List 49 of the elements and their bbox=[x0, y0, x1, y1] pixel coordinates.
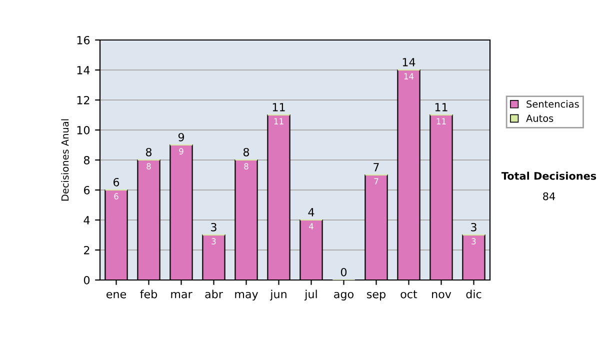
data-label: 7 bbox=[374, 178, 378, 184]
x-tick-label: abr bbox=[205, 290, 223, 298]
data-label: 11 bbox=[274, 118, 284, 124]
total-label: 14 bbox=[402, 58, 416, 66]
x-tick-label: mar bbox=[171, 292, 192, 298]
total-label: 11 bbox=[435, 103, 448, 112]
total-label: 3 bbox=[471, 222, 476, 232]
data-label: 8 bbox=[146, 163, 151, 170]
x-tick-label: jun bbox=[270, 290, 286, 300]
text: Total Decisiones bbox=[501, 172, 596, 180]
total-label: 7 bbox=[374, 163, 379, 172]
legend-label: Autos bbox=[526, 114, 554, 122]
data-label: 9 bbox=[179, 148, 184, 154]
x-tick-label: feb bbox=[140, 290, 158, 298]
y-tick-label: 2 bbox=[84, 246, 90, 254]
text: 84 bbox=[543, 192, 556, 200]
y-tick-label: 8 bbox=[84, 156, 90, 164]
x-tick-label: sep bbox=[367, 292, 386, 300]
total-label: 8 bbox=[243, 148, 250, 156]
x-tick-label: jul bbox=[304, 290, 317, 300]
y-tick-label: 16 bbox=[77, 36, 90, 44]
y-tick-label: 14 bbox=[77, 66, 90, 74]
total-label: 3 bbox=[211, 222, 216, 232]
y-axis-title: Decisiones Anual bbox=[61, 119, 69, 201]
data-label: 14 bbox=[404, 73, 414, 80]
total-label: 9 bbox=[178, 132, 184, 142]
data-label: 8 bbox=[244, 163, 248, 170]
total-label: 8 bbox=[146, 148, 152, 156]
total-label: 6 bbox=[113, 178, 120, 186]
y-tick-label: 6 bbox=[84, 186, 90, 194]
x-tick-label: nov bbox=[432, 292, 452, 298]
legend-label: Sentencias bbox=[526, 100, 579, 108]
x-tick-label: oct bbox=[400, 290, 418, 298]
y-tick-label: 4 bbox=[84, 216, 90, 224]
data-label: 3 bbox=[472, 238, 476, 244]
data-label: 3 bbox=[212, 238, 216, 244]
y-tick-label: 10 bbox=[77, 126, 90, 134]
total-label: 11 bbox=[272, 103, 285, 112]
y-tick-label: 0 bbox=[84, 276, 90, 284]
total-label: 0 bbox=[340, 268, 347, 276]
y-tick-label: 12 bbox=[77, 96, 90, 104]
data-label: 4 bbox=[309, 223, 314, 230]
x-tick-label: may bbox=[235, 292, 258, 300]
x-tick-label: dic bbox=[466, 290, 482, 298]
total-label: 4 bbox=[308, 208, 314, 216]
data-label: 11 bbox=[436, 118, 446, 124]
data-label: 6 bbox=[114, 193, 118, 200]
x-tick-label: ago bbox=[334, 292, 354, 300]
x-tick-label: ene bbox=[106, 292, 126, 298]
